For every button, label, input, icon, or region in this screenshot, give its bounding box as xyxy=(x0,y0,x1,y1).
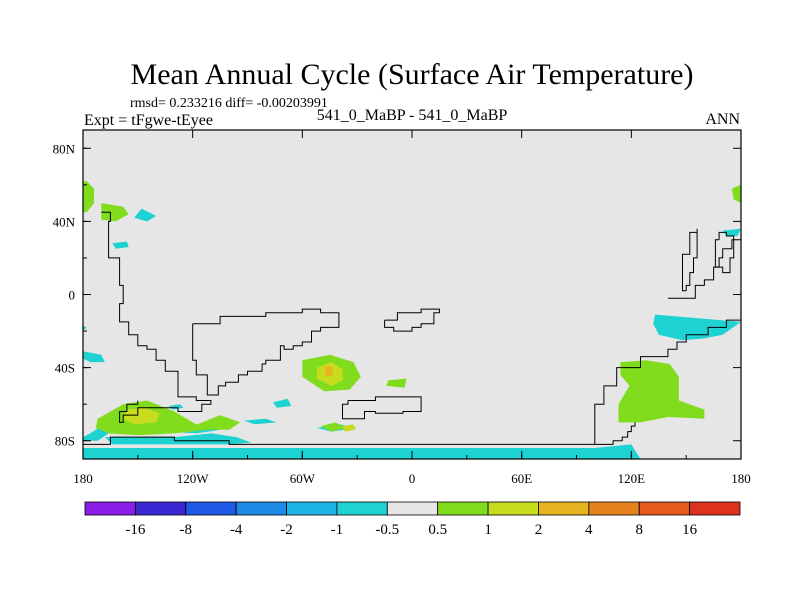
colorbar-swatch-6 xyxy=(386,501,439,516)
colorbar-label-2: -4 xyxy=(230,522,243,538)
colorbar-swatch-10 xyxy=(588,501,640,516)
x-tick-label-4: 60E xyxy=(511,471,532,486)
x-tick-label-3: 0 xyxy=(409,471,416,486)
colorbar-swatch-9 xyxy=(538,501,590,516)
contour-region-18 xyxy=(386,378,407,388)
y-tick-label-3: 40S xyxy=(55,361,75,376)
colorbar-swatch-12 xyxy=(689,501,741,516)
y-tick-label-2: 0 xyxy=(69,288,76,303)
x-tick-label-5: 120E xyxy=(618,471,646,486)
x-tick-label-1: 120W xyxy=(177,471,210,486)
land-outline-7 xyxy=(682,228,698,292)
contour-region-17 xyxy=(320,422,347,432)
land-outline-5 xyxy=(594,312,742,445)
land-outline-1 xyxy=(101,211,212,423)
colorbar-label-3: -2 xyxy=(280,522,293,538)
colorbar-swatch-4 xyxy=(286,501,338,516)
land-outline-2 xyxy=(192,308,340,396)
land-outline-0 xyxy=(83,422,636,445)
contour-region-13 xyxy=(722,228,741,236)
x-tick-label-2: 60W xyxy=(290,471,316,486)
colorbar: -16 -8 -4 -2 -1 -0.5 0.5 1 2 4 8 16 xyxy=(84,501,741,538)
contour-region-19 xyxy=(618,360,705,423)
land-outline-8 xyxy=(714,231,735,274)
chart-subtitle: 541_0_MaBP - 541_0_MaBP xyxy=(317,107,508,124)
colorbar-swatch-1 xyxy=(134,501,187,516)
x-tick-label-0: 180 xyxy=(73,471,93,486)
colorbar-swatch-0 xyxy=(84,501,136,516)
colorbar-swatch-8 xyxy=(487,501,539,516)
contour-region-26 xyxy=(324,365,334,377)
contour-region-10 xyxy=(134,208,157,222)
colorbar-label-8: 2 xyxy=(535,522,543,538)
contour-region-4 xyxy=(83,325,87,332)
contour-region-20 xyxy=(83,181,94,213)
season-label: ANN xyxy=(705,111,740,128)
colorbar-label-11: 16 xyxy=(682,522,698,538)
colorbar-swatch-2 xyxy=(185,501,237,516)
stats-line: rmsd= 0.233216 diff= -0.00203991 xyxy=(130,96,328,111)
colorbar-swatch-7 xyxy=(437,501,489,516)
colorbar-swatch-11 xyxy=(638,501,691,516)
contour-region-25 xyxy=(342,424,356,432)
contour-region-22 xyxy=(731,184,741,204)
colorbar-swatch-3 xyxy=(235,501,287,516)
contour-region-11 xyxy=(112,241,129,249)
contour-region-0 xyxy=(83,444,641,459)
land-outline-4 xyxy=(342,396,422,420)
contour-region-23 xyxy=(123,407,160,425)
colorbar-label-6: 0.5 xyxy=(428,522,447,538)
contour-region-2 xyxy=(104,433,252,445)
contour-region-6 xyxy=(273,398,292,408)
contour-region-15 xyxy=(192,415,241,430)
colorbar-label-1: -8 xyxy=(180,522,193,538)
colorbar-label-0: -16 xyxy=(125,522,145,538)
y-tick-label-4: 80S xyxy=(55,434,75,449)
colorbar-label-4: -1 xyxy=(331,522,344,538)
colorbar-label-9: 4 xyxy=(585,522,593,538)
plot-area xyxy=(82,129,742,460)
contour-region-3 xyxy=(83,351,105,363)
axes: 180 120W 60W 0 60E 120E 180 80N 40N 0 40S 80S xyxy=(53,130,751,486)
contour-region-8 xyxy=(243,418,277,425)
experiment-label: Expt = tFgwe-tEyee xyxy=(84,112,213,129)
land-outlines xyxy=(83,211,742,445)
y-tick-label-1: 40N xyxy=(53,214,76,229)
colorbar-label-5: -0.5 xyxy=(375,522,399,538)
x-tick-label-6: 180 xyxy=(731,471,751,486)
colorbar-label-10: 8 xyxy=(635,522,643,538)
contour-region-21 xyxy=(101,203,129,222)
colorbar-swatch-5 xyxy=(336,501,388,516)
chart-title: Mean Annual Cycle (Surface Air Temperatu… xyxy=(131,58,694,91)
contour-region-12 xyxy=(653,314,741,341)
contour-regions xyxy=(83,181,741,459)
colorbar-label-7: 1 xyxy=(484,522,492,538)
land-outline-3 xyxy=(384,308,440,332)
y-tick-label-0: 80N xyxy=(53,141,76,156)
